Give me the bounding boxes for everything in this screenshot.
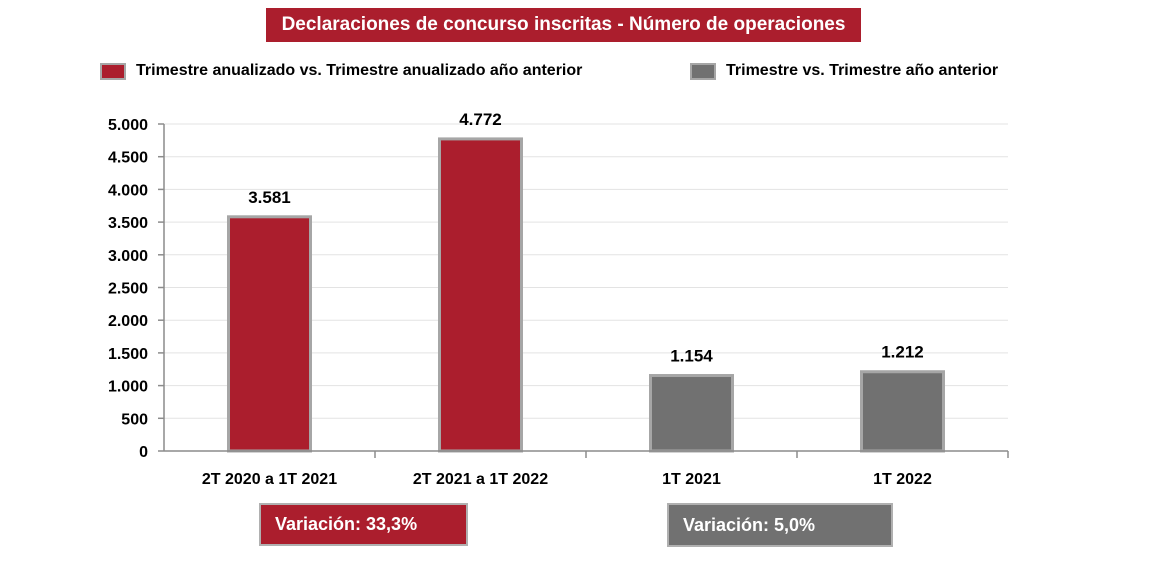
bars [227,137,945,453]
legend-swatch-quarterly [690,62,716,80]
legend-item-annualized: Trimestre anualizado vs. Trimestre anual… [100,62,582,80]
y-tick-label: 2.500 [108,281,148,298]
y-axis-ticks: 0 500 1.000 1.500 2.000 2.500 3.000 3.500 4.000 4… [108,117,164,461]
value-labels: 3.581 4.772 1.154 1.212 [248,110,924,366]
variation-box-quarterly: Variación: 5,0% [667,503,893,547]
x-tick-label: 1T 2021 [662,471,721,488]
legend-label-annualized: Trimestre anualizado vs. Trimestre anual… [136,62,583,79]
legend-swatch-annualized [100,62,126,80]
bar [649,374,734,453]
y-tick-label: 1.500 [108,346,148,363]
data-label: 1.212 [881,343,924,362]
y-tick-label: 500 [121,411,148,428]
y-tick-label: 4.500 [108,150,148,167]
chart-title: Declaraciones de concurso inscritas - Nú… [266,8,861,42]
bar [227,215,312,453]
data-label: 4.772 [459,110,502,129]
y-tick-label: 2.000 [108,313,148,330]
y-tick-label: 4.000 [108,182,148,199]
bar [438,137,523,453]
x-tick-label: 1T 2022 [873,471,932,488]
y-tick-label: 0 [139,444,148,461]
y-tick-label: 3.500 [108,215,148,232]
legend-label-quarterly: Trimestre vs. Trimestre año anterior [726,62,999,79]
variation-box-annualized: Variación: 33,3% [259,503,468,546]
x-tick-label: 2T 2021 a 1T 2022 [413,471,548,488]
y-tick-label: 3.000 [108,248,148,265]
y-tick-label: 1.000 [108,379,148,396]
y-tick-label: 5.000 [108,117,148,134]
x-axis-labels: 2T 2020 a 1T 2021 2T 2021 a 1T 2022 1T 202… [202,451,1009,488]
data-label: 3.581 [248,188,291,207]
data-label: 1.154 [670,347,713,366]
x-tick-label: 2T 2020 a 1T 2021 [202,471,337,488]
bar [860,370,945,453]
legend-item-quarterly: Trimestre vs. Trimestre año anterior [690,62,998,80]
